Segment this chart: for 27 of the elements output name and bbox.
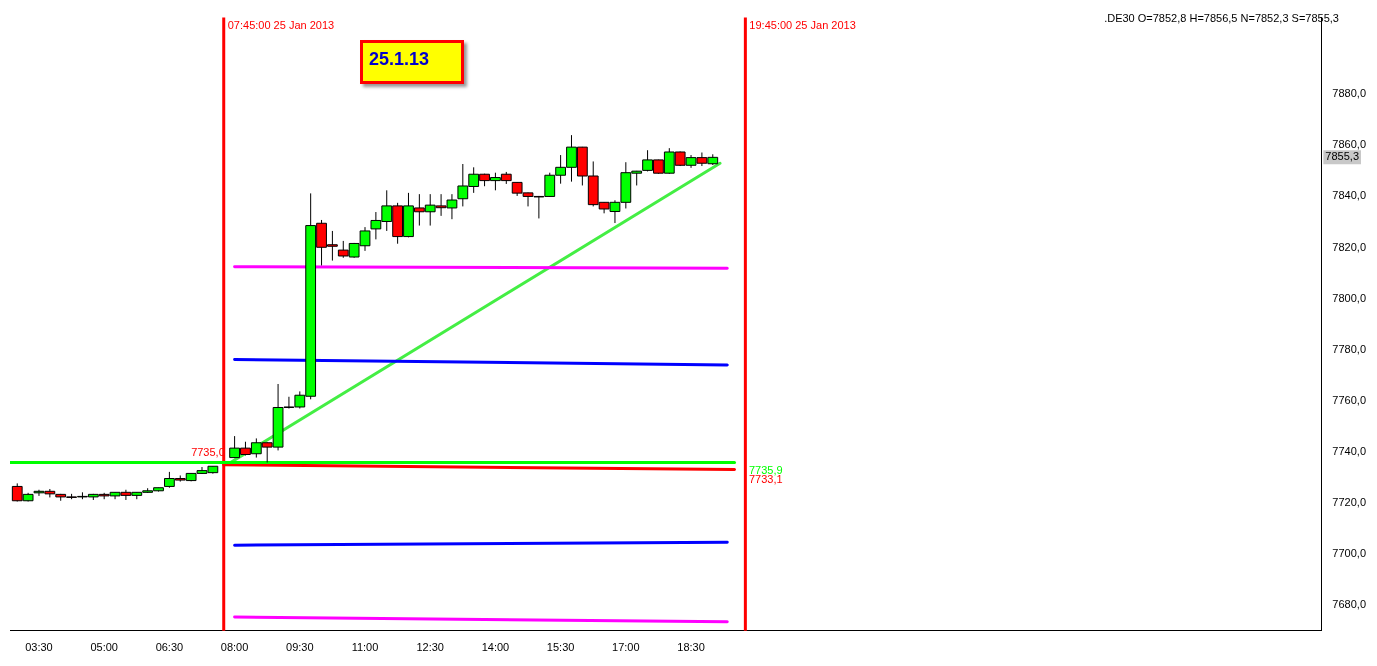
- x-tick-label: 11:00: [351, 641, 379, 654]
- y-tick-label: 7700,0: [1332, 547, 1367, 560]
- ref-line-label: 07:45:00 25 Jan 2013: [227, 19, 335, 32]
- y-tick-label: 7800,0: [1332, 291, 1367, 304]
- annotation: 7855,3: [1325, 150, 1360, 163]
- y-tick-label: 7840,0: [1332, 189, 1367, 202]
- x-tick-label: 09:30: [286, 641, 314, 654]
- x-tick-label: 05:00: [90, 641, 118, 654]
- x-tick-label: 17:00: [612, 641, 640, 654]
- y-tick-label: 7720,0: [1332, 496, 1367, 509]
- y-tick-label: 7760,0: [1332, 393, 1367, 406]
- y-tick-label: 7680,0: [1332, 598, 1367, 611]
- y-tick-label: 7780,0: [1332, 342, 1367, 355]
- annotation: 25.1.13: [360, 40, 464, 84]
- x-tick-label: 14:00: [481, 641, 510, 654]
- x-tick-label: 12:30: [416, 641, 444, 654]
- x-tick-label: 15:30: [546, 641, 575, 654]
- y-tick-label: 7740,0: [1332, 444, 1367, 457]
- y-tick-label: 7860,0: [1332, 138, 1367, 151]
- x-tick-label: 08:00: [220, 641, 249, 654]
- y-tick-label: 7880,0: [1332, 87, 1367, 100]
- y-tick-label: 7820,0: [1332, 240, 1367, 253]
- annotation: .DE30 O=7852,8 H=7856,5 N=7852,3 S=7855,3: [1104, 12, 1339, 24]
- x-tick-label: 18:30: [677, 641, 705, 654]
- x-tick-label: 06:30: [155, 641, 184, 654]
- x-tick-label: 03:30: [25, 641, 53, 654]
- ref-line-label: 19:45:00 25 Jan 2013: [749, 19, 856, 32]
